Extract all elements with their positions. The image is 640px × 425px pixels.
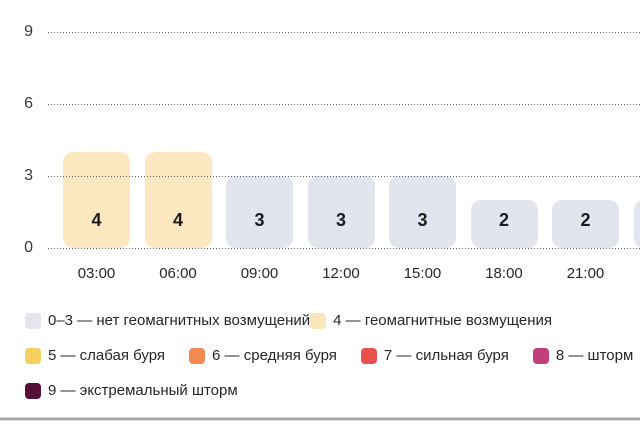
legend-item-label: 8 — шторм — [555, 347, 634, 364]
bar-value-label: 2 — [634, 210, 640, 231]
gridline — [48, 32, 640, 33]
y-axis-tick-label: 9 — [24, 23, 33, 40]
legend-swatch — [25, 313, 41, 329]
legend-row: 9 — экстремальный шторм — [25, 382, 631, 400]
bar-value-label: 3 — [254, 210, 265, 230]
x-axis-tick-label: 06:00 — [159, 265, 197, 282]
legend-item: 8 — шторм — [532, 347, 634, 365]
kp-bar: 2 — [633, 200, 640, 248]
legend-swatch — [25, 348, 41, 364]
kp-bar: 4 — [144, 152, 212, 248]
kp-bar: 4 — [63, 152, 130, 248]
gridline — [48, 248, 640, 249]
kp-bar: 3 — [307, 176, 375, 248]
x-axis-tick-label: 12:00 — [322, 265, 360, 282]
kp-bar: 3 — [389, 176, 456, 248]
bar-value-label: 4 — [172, 210, 183, 230]
legend-item: 7 — сильная буря — [360, 347, 509, 365]
legend-swatch — [532, 348, 549, 364]
kp-index-chart: 0 3 6 9 4 4 3 3 3 2 2 2 03:00 06:00 09:00 12:00 15:00 1… — [24, 23, 640, 282]
bar-value-label: 2 — [498, 210, 509, 230]
x-axis-tick-label: 15:00 — [403, 265, 442, 282]
y-axis-tick-label: 3 — [24, 167, 33, 184]
gridline — [48, 104, 640, 105]
bottom-divider — [0, 417, 640, 421]
legend-row: 5 — слабая буря 6 — средняя буря 7 — сильн… — [25, 347, 634, 365]
x-axis-tick-label: 03:00 — [77, 265, 116, 282]
legend-item-label: 0–3 — нет геомагнитных возмущений — [48, 312, 311, 329]
legend-swatch — [360, 348, 377, 364]
legend-item-label: 6 — средняя буря — [212, 347, 337, 364]
x-axis-tick-label: 21:00 — [566, 265, 605, 282]
legend: 0–3 — нет геомагнитных возмущений 4 — гео… — [25, 312, 634, 417]
legend-swatch — [25, 383, 41, 399]
legend-item: 5 — слабая буря — [25, 347, 165, 365]
legend-item: 4 — геомагнитные возмущения — [310, 312, 552, 330]
x-axis-tick-label: 18:00 — [485, 265, 523, 282]
legend-item-label: 9 — экстремальный шторм — [48, 382, 238, 399]
kp-bar: 2 — [552, 200, 619, 248]
legend-row: 0–3 — нет геомагнитных возмущений 4 — гео… — [25, 312, 631, 330]
kp-bar: 3 — [226, 176, 293, 248]
gridline — [48, 176, 640, 177]
legend-item-label: 4 — геомагнитные возмущения — [333, 312, 553, 329]
legend-item: 0–3 — нет геомагнитных возмущений — [25, 312, 310, 330]
legend-item: 9 — экстремальный шторм — [25, 382, 238, 400]
legend-item: 6 — средняя буря — [189, 347, 337, 365]
bar-value-label: 4 — [91, 210, 102, 230]
bar-value-label: 3 — [417, 210, 428, 230]
legend-item-label: 5 — слабая буря — [48, 347, 166, 364]
x-axis-tick-label: 09:00 — [240, 265, 279, 282]
legend-swatch — [310, 313, 327, 329]
legend-swatch — [189, 348, 206, 364]
y-axis-tick-label: 6 — [24, 95, 33, 112]
bar-value-label: 2 — [580, 210, 591, 230]
y-axis-tick-label: 0 — [24, 239, 33, 256]
legend-item-label: 7 — сильная буря — [383, 347, 509, 364]
bar-value-label: 3 — [335, 210, 346, 230]
kp-bar: 2 — [470, 200, 538, 248]
